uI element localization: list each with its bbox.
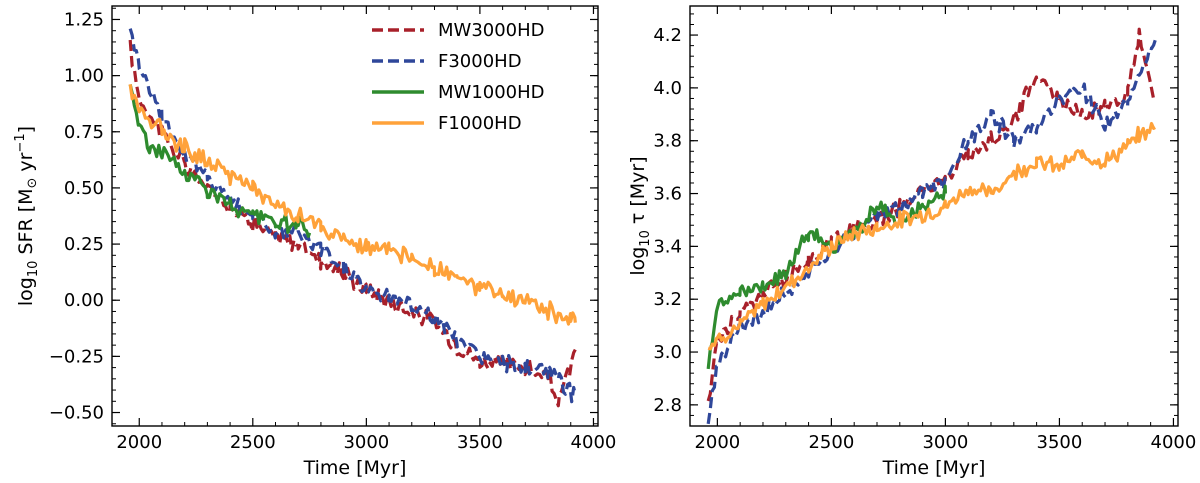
y-tick-label: 4.2 bbox=[653, 25, 682, 46]
x-tick-label: 3000 bbox=[343, 432, 389, 453]
left-panel-sfr: 2000 2500 3000 3500 4000 −0.50 −0.25 0.00 0.25 0.… bbox=[13, 5, 617, 479]
right-panel-tau: 2000 2500 3000 3500 4000 2.8 3.0 3.2 3.4 3.6 3.8 4.… bbox=[627, 5, 1197, 479]
x-tick-label: 4000 bbox=[1151, 432, 1197, 453]
x-tick-label: 3000 bbox=[922, 432, 968, 453]
y-tick-label: 4.0 bbox=[653, 78, 682, 99]
x-tick-label: 4000 bbox=[571, 432, 617, 453]
y-tick-label: 3.6 bbox=[653, 184, 682, 205]
y-tick-label: 0.75 bbox=[64, 122, 104, 143]
legend: MW3000HD F3000HD MW1000HD F1000HD bbox=[372, 20, 545, 134]
x-axis-label: Time [Myr] bbox=[303, 457, 407, 479]
y-tick-label: 1.25 bbox=[64, 9, 104, 30]
x-tick-label: 2500 bbox=[230, 432, 276, 453]
legend-label-mw1000hd: MW1000HD bbox=[438, 82, 545, 103]
x-tick-label: 2000 bbox=[116, 432, 162, 453]
series-line-f3000hd bbox=[128, 28, 577, 404]
y-tick-label: 0.00 bbox=[64, 290, 104, 311]
axes-frame bbox=[111, 5, 599, 427]
legend-label-f3000hd: F3000HD bbox=[438, 51, 522, 72]
axes-frame bbox=[689, 5, 1179, 427]
x-tick-label: 2500 bbox=[808, 432, 854, 453]
y-tick-label: 3.2 bbox=[653, 289, 682, 310]
series-line-mw3000hd bbox=[706, 27, 1157, 402]
series-line-mw1000hd bbox=[706, 184, 947, 370]
series-line-mw1000hd bbox=[128, 84, 312, 238]
y-axis-label: log10 SFR [M⊙ yr−1] bbox=[13, 126, 41, 306]
legend-label-f1000hd: F1000HD bbox=[438, 113, 522, 134]
x-tick-label: 3500 bbox=[457, 432, 503, 453]
legend-label-mw3000hd: MW3000HD bbox=[438, 20, 545, 41]
x-axis-label: Time [Myr] bbox=[882, 457, 986, 479]
series-lines bbox=[706, 27, 1157, 425]
y-tick-label: 0.50 bbox=[64, 178, 104, 199]
y-tick-label: 3.8 bbox=[653, 131, 682, 152]
y-tick-label: −0.25 bbox=[49, 346, 104, 367]
series-line-f1000hd bbox=[128, 84, 577, 326]
y-axis-label: log10 τ [Myr] bbox=[627, 156, 653, 275]
y-tick-label: 3.4 bbox=[653, 236, 682, 257]
series-line-f1000hd bbox=[707, 121, 1156, 351]
series-lines bbox=[128, 28, 577, 408]
y-tick-label: 0.25 bbox=[64, 234, 104, 255]
y-tick-label: 1.00 bbox=[64, 66, 104, 87]
x-tick-label: 3500 bbox=[1037, 432, 1083, 453]
series-line-f3000hd bbox=[706, 39, 1157, 425]
x-tick-label: 2000 bbox=[694, 432, 740, 453]
y-tick-label: 2.8 bbox=[653, 395, 682, 416]
y-tick-label: −0.50 bbox=[49, 403, 104, 424]
y-tick-label: 3.0 bbox=[653, 342, 682, 363]
